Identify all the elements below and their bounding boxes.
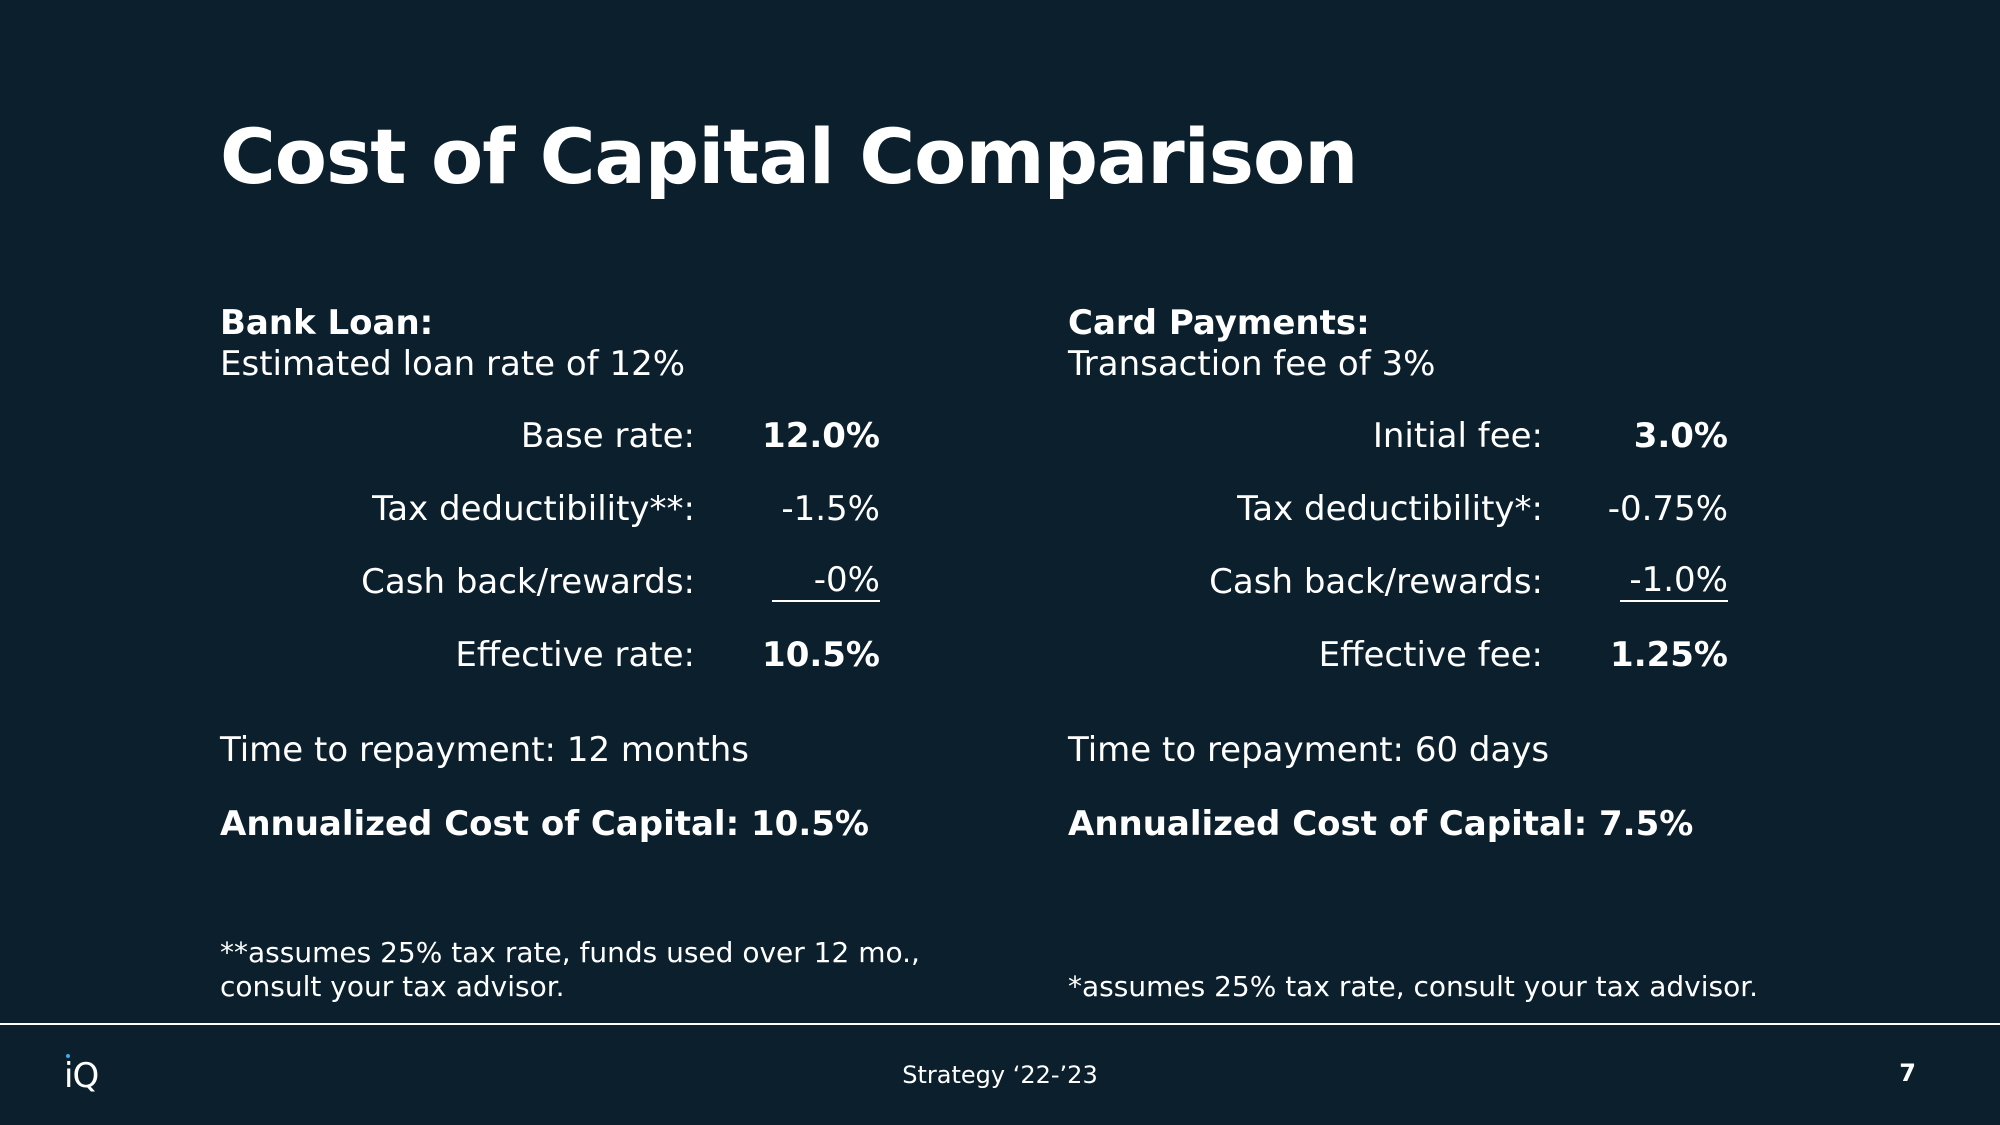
row-label: Initial fee: [1372, 416, 1543, 456]
row-label: Effective fee: [1318, 635, 1543, 675]
bank-loan-row-tax-deductibility: Tax deductibility**: -1.5% [220, 487, 880, 560]
company-logo: iQ [64, 1054, 104, 1094]
row-label: Base rate: [520, 416, 695, 456]
slide-title: Cost of Capital Comparison [220, 112, 1358, 201]
card-row-initial-fee: Initial fee: 3.0% [1068, 414, 1728, 487]
bank-loan-subheading: Estimated loan rate of 12% [220, 344, 686, 384]
row-value: 12.0% [762, 416, 880, 456]
card-payments-annualized-cost: Annualized Cost of Capital: 7.5% [1068, 804, 1694, 844]
card-payments-calculation: Initial fee: 3.0% Tax deductibility*: -0… [1068, 414, 1728, 706]
row-value: -1.5% [781, 489, 880, 529]
row-value: 10.5% [762, 635, 880, 675]
logo-dot-icon [66, 1054, 70, 1058]
bank-loan-repayment: Time to repayment: 12 months [220, 730, 749, 770]
row-value: -0.75% [1607, 489, 1728, 529]
row-label: Cash back/rewards: [361, 562, 695, 602]
bank-loan-row-cash-back: Cash back/rewards: -0% [220, 560, 880, 633]
card-payments-subheading: Transaction fee of 3% [1068, 344, 1436, 384]
footer-title: Strategy ‘22-’23 [902, 1061, 1098, 1089]
card-row-effective-fee: Effective fee: 1.25% [1068, 633, 1728, 706]
bank-loan-heading: Bank Loan: [220, 303, 434, 343]
row-label: Tax deductibility*: [1237, 489, 1543, 529]
footnote-line: consult your tax advisor. [220, 970, 565, 1003]
row-value: 1.25% [1610, 635, 1728, 675]
row-label: Effective rate: [455, 635, 695, 675]
footer-divider [0, 1023, 2000, 1025]
card-payments-heading: Card Payments: [1068, 303, 1370, 343]
card-row-tax-deductibility: Tax deductibility*: -0.75% [1068, 487, 1728, 560]
bank-loan-row-effective-rate: Effective rate: 10.5% [220, 633, 880, 706]
card-payments-column: Card Payments: Transaction fee of 3% Ini… [1068, 302, 1758, 1003]
logo-text: iQ [64, 1056, 99, 1096]
row-value: -0% [772, 560, 880, 602]
row-label: Tax deductibility**: [372, 489, 695, 529]
bank-loan-footnote: **assumes 25% tax rate, funds used over … [220, 936, 920, 1004]
row-label: Cash back/rewards: [1209, 562, 1543, 602]
bank-loan-row-base-rate: Base rate: 12.0% [220, 414, 880, 487]
card-row-cash-back: Cash back/rewards: -1.0% [1068, 560, 1728, 633]
bank-loan-calculation: Base rate: 12.0% Tax deductibility**: -1… [220, 414, 880, 706]
row-value: 3.0% [1633, 416, 1728, 456]
footnote-line: **assumes 25% tax rate, funds used over … [220, 936, 920, 969]
card-payments-repayment: Time to repayment: 60 days [1068, 730, 1550, 770]
bank-loan-column: Bank Loan: Estimated loan rate of 12% Ba… [220, 302, 920, 1003]
page-number: 7 [1899, 1059, 1916, 1087]
bank-loan-annualized-cost: Annualized Cost of Capital: 10.5% [220, 804, 869, 844]
row-value: -1.0% [1620, 560, 1728, 602]
card-payments-footnote: *assumes 25% tax rate, consult your tax … [1068, 970, 1759, 1003]
